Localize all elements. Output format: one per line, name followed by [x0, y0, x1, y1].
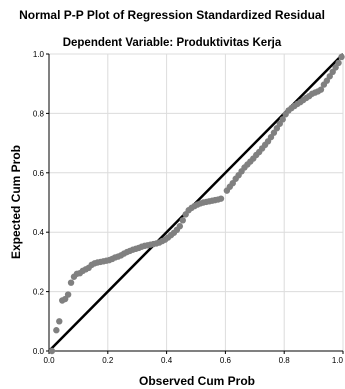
x-tick-label-2: 0.4	[161, 356, 173, 365]
y-axis-label: Expected Cum Prob	[9, 145, 23, 259]
x-tick-label-3: 0.6	[220, 356, 232, 365]
data-point-2	[56, 318, 63, 325]
data-point-90	[317, 86, 325, 93]
data-point-6	[67, 279, 75, 286]
data-point-43	[176, 223, 184, 230]
x-tick-label-1: 0.2	[102, 356, 114, 365]
x-axis-label: Observed Cum Prob	[139, 374, 255, 388]
y-tick-label-5: 1.0	[33, 50, 45, 59]
y-tick-label-4: 0.8	[33, 109, 45, 118]
grid-lines	[48, 53, 344, 352]
chart-title: Normal P-P Plot of Regression Standardiz…	[19, 8, 325, 22]
x-tick-label-4: 0.8	[279, 356, 291, 365]
data-point-77	[279, 116, 286, 123]
y-tick-label-3: 0.6	[33, 169, 45, 178]
tick-labels: 0.0 0.2 0.4 0.6 0.8 1.0 0.0 0.2 0.4 0.6 0.8 1.0	[33, 50, 344, 365]
axes	[48, 54, 343, 352]
data-point-96	[335, 59, 342, 67]
data-point-1	[53, 327, 60, 334]
data-point-97	[338, 53, 345, 61]
data-point-57	[217, 195, 225, 202]
y-tick-label-0: 0.0	[33, 347, 45, 356]
data-point-5	[64, 291, 72, 298]
y-tick-label-1: 0.2	[33, 288, 45, 297]
data-point-44	[179, 217, 186, 224]
chart-subtitle: Dependent Variable: Produktivitas Kerja	[63, 37, 282, 49]
x-tick-label-5: 1.0	[332, 356, 344, 365]
x-tick-label-0: 0.0	[43, 356, 55, 365]
data-point-0	[48, 347, 56, 355]
y-tick-label-2: 0.4	[33, 228, 45, 237]
data-points	[48, 53, 345, 355]
